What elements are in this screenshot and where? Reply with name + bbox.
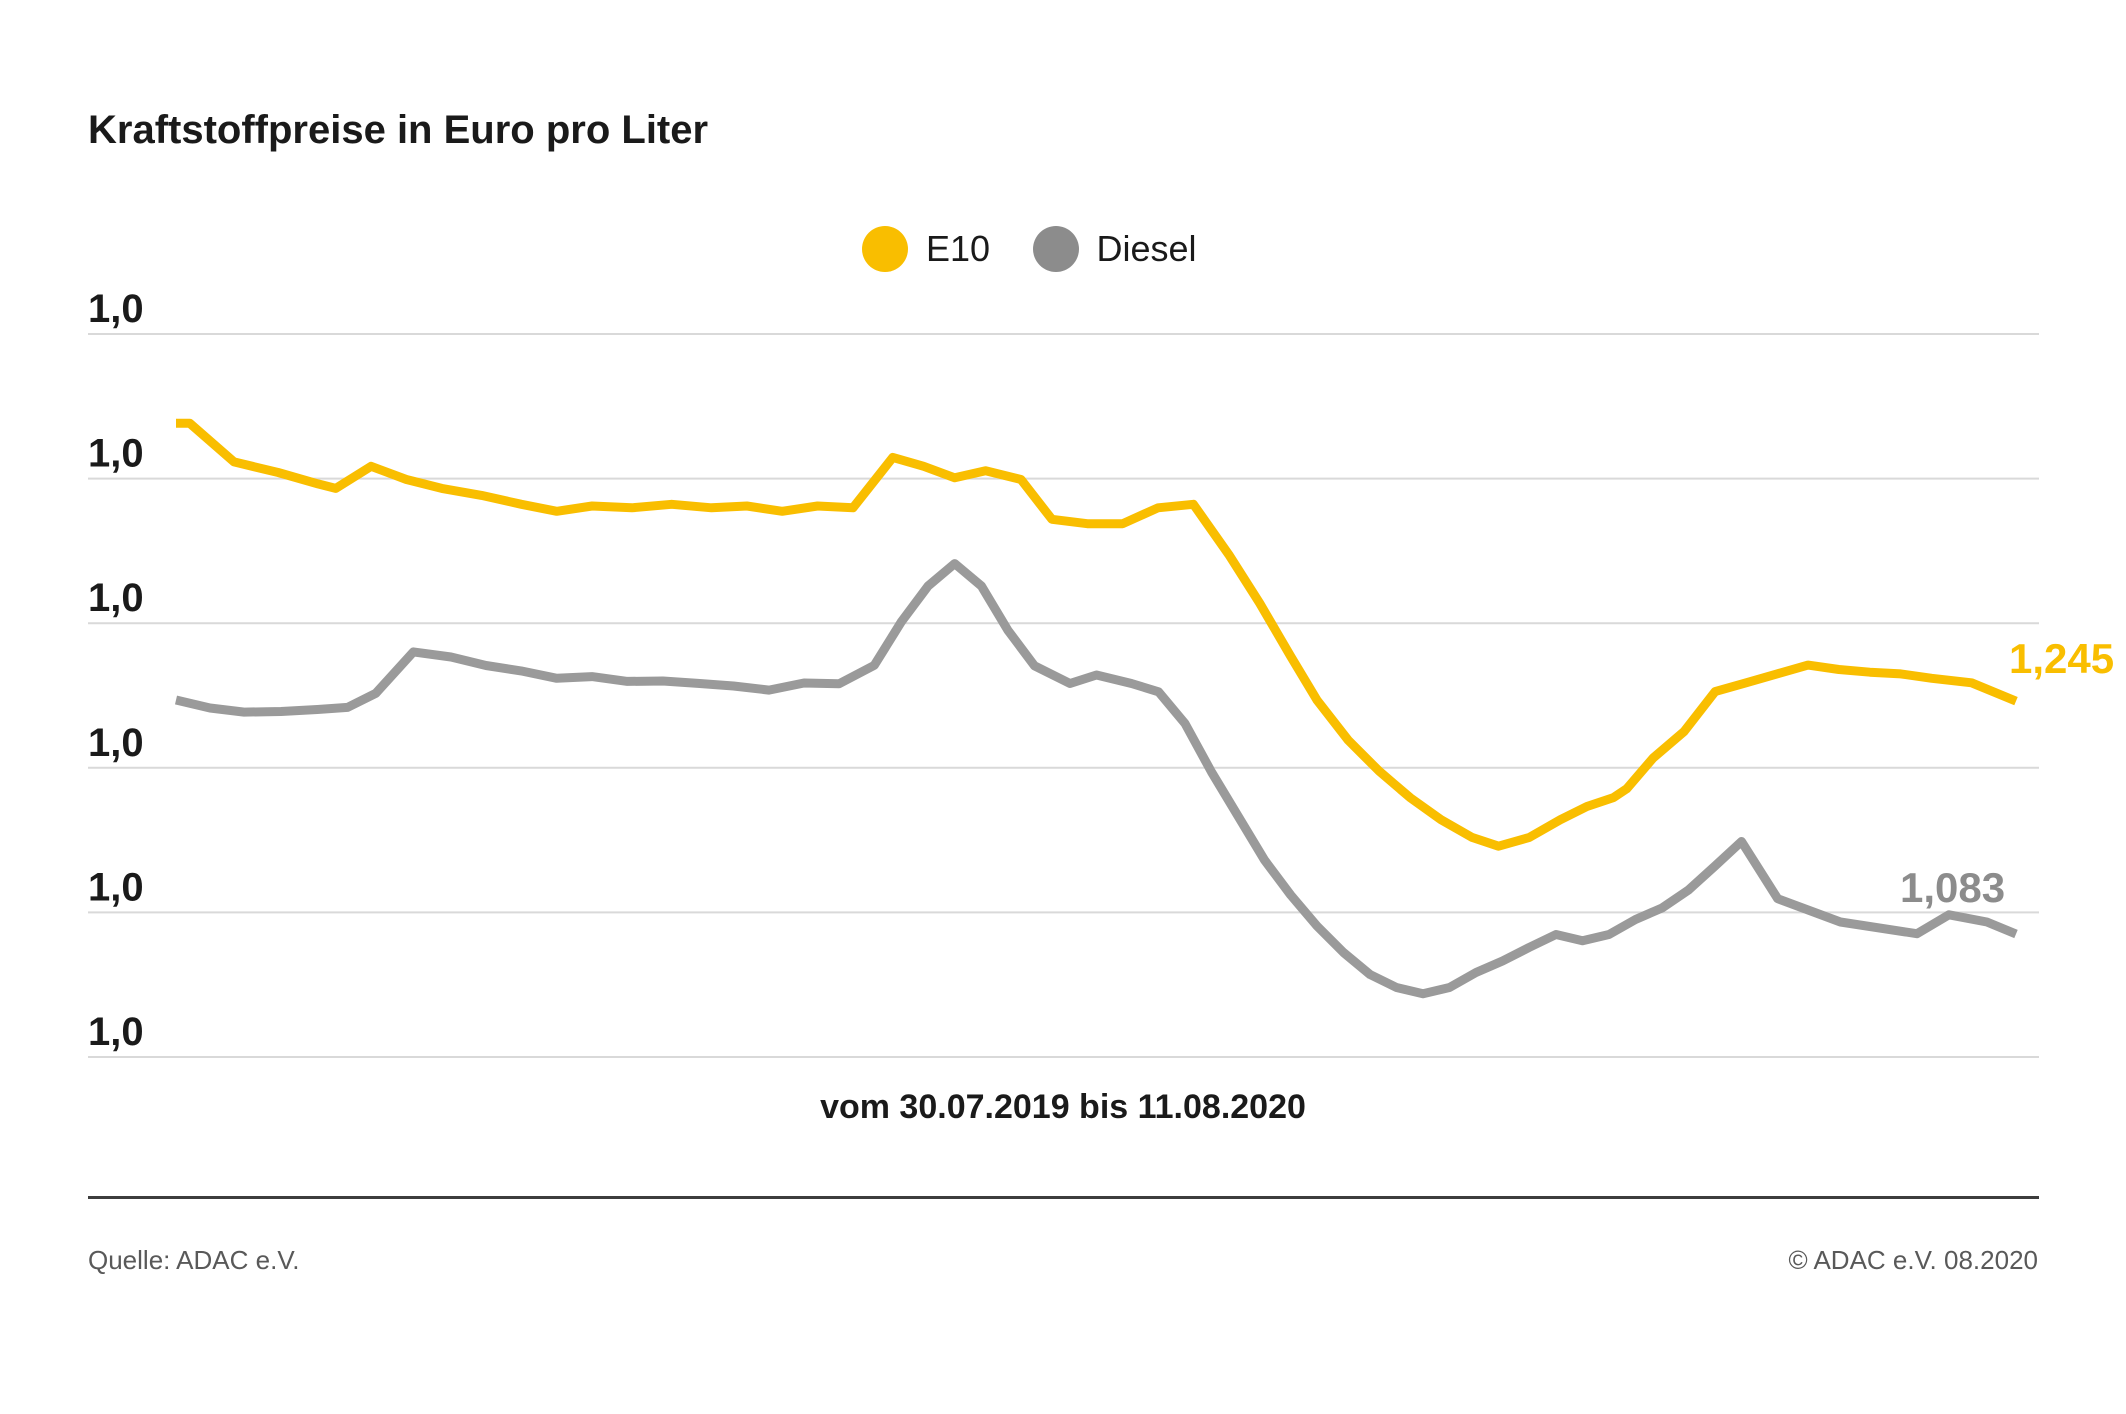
svg-text:1,0: 1,0 — [88, 721, 144, 765]
svg-text:1,0: 1,0 — [88, 865, 144, 909]
svg-text:1,0: 1,0 — [88, 432, 144, 476]
svg-text:1,0: 1,0 — [88, 287, 144, 331]
svg-text:1,245: 1,245 — [2009, 635, 2114, 682]
svg-text:1,0: 1,0 — [88, 1010, 144, 1054]
svg-text:1,0: 1,0 — [88, 576, 144, 620]
svg-text:1,083: 1,083 — [1900, 864, 2005, 911]
